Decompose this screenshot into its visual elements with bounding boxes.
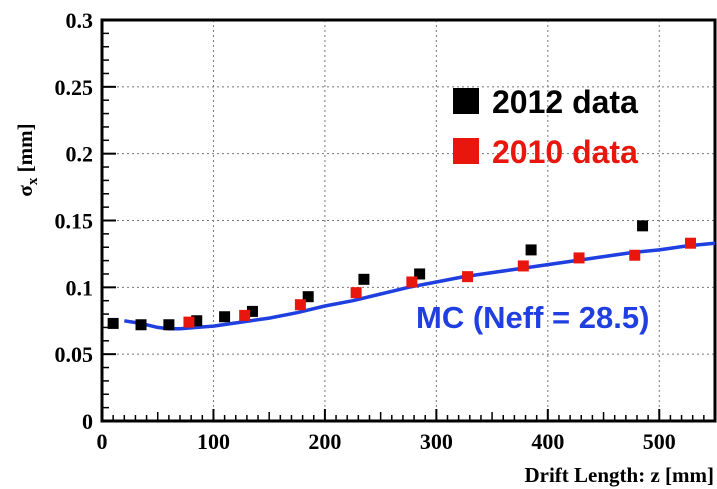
data-point-2012: [302, 291, 314, 303]
data-point-2010: [462, 271, 474, 283]
data-point-2012: [246, 305, 258, 317]
data-point-2012: [637, 220, 649, 232]
legend-label-2012: 2012 data: [492, 84, 638, 120]
legend-marker-2012: [453, 88, 479, 114]
x-axis-title: Drift Length: z [mm]: [524, 463, 714, 487]
data-point-2012: [191, 315, 203, 327]
x-tick-label: 500: [643, 429, 676, 454]
data-point-2010: [406, 276, 418, 288]
data-point-2010: [684, 237, 696, 249]
data-point-2012: [414, 268, 426, 280]
y-tick-label: 0.1: [66, 275, 94, 300]
legend-label-2010: 2010 data: [492, 134, 638, 170]
data-point-2010: [573, 252, 585, 264]
x-tick-label: 300: [420, 429, 453, 454]
data-point-2012: [219, 311, 231, 323]
y-tick-label: 0.3: [66, 8, 94, 33]
data-point-2012: [107, 317, 119, 329]
data-point-2012: [358, 273, 370, 285]
data-point-2012: [135, 319, 147, 331]
legend: 2012 data 2010 data: [453, 84, 638, 170]
data-point-2010: [517, 260, 529, 272]
axis-ticks: 0 100 200 300 400 500 0 0.05 0.1 0.15 0.2 0.25 0.3: [55, 8, 705, 454]
x-tick-label: 100: [197, 429, 230, 454]
y-tick-label: 0.05: [55, 342, 94, 367]
data-point-2010: [629, 249, 641, 261]
y-tick-label: 0.2: [66, 142, 94, 167]
mc-curve-group: [124, 241, 716, 331]
data-point-2012: [525, 244, 537, 256]
data-point-2012: [163, 319, 175, 331]
x-tick-label: 200: [308, 429, 341, 454]
y-axis-title: σx [mm]: [13, 123, 41, 196]
data-point-2010: [350, 287, 362, 299]
y-tick-label: 0.25: [55, 75, 94, 100]
y-tick-label: 0.15: [55, 209, 94, 234]
mc-curve: [124, 241, 716, 331]
data-point-2010: [239, 309, 251, 321]
x-tick-label: 400: [531, 429, 564, 454]
legend-marker-2010: [453, 138, 479, 164]
data-points-group: [107, 220, 696, 331]
data-point-2010: [183, 316, 195, 328]
x-tick-label: 0: [97, 429, 108, 454]
mc-annotation: MC (Neff = 28.5): [416, 300, 649, 335]
y-tick-label: 0: [82, 409, 93, 434]
data-point-2010: [294, 299, 306, 311]
grid: [102, 20, 715, 421]
